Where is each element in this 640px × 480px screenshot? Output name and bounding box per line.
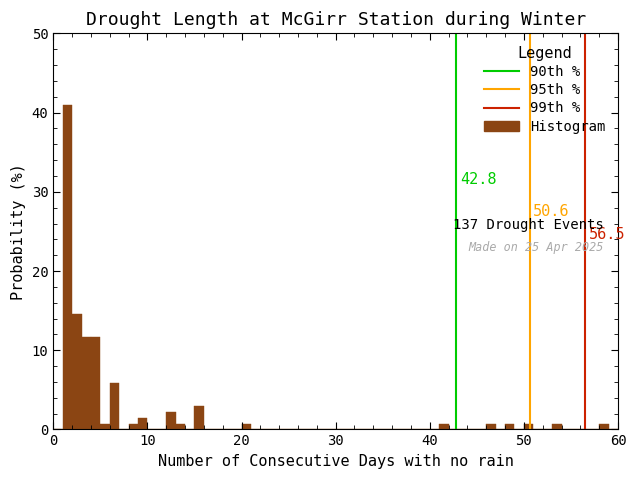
Bar	[109, 383, 119, 430]
X-axis label: Number of Consecutive Days with no rain: Number of Consecutive Days with no rain	[157, 454, 513, 469]
Bar	[138, 418, 147, 430]
Text: 137 Drought Events: 137 Drought Events	[453, 217, 604, 231]
Bar	[175, 424, 185, 430]
Bar	[241, 424, 251, 430]
Bar	[166, 412, 175, 430]
Bar	[552, 424, 561, 430]
Bar	[81, 337, 91, 430]
Title: Drought Length at McGirr Station during Winter: Drought Length at McGirr Station during …	[86, 11, 586, 29]
Text: 56.5: 56.5	[589, 228, 625, 242]
Bar	[91, 337, 100, 430]
Bar	[129, 424, 138, 430]
Bar	[439, 424, 449, 430]
Bar	[505, 424, 515, 430]
Text: 42.8: 42.8	[460, 172, 497, 187]
Text: Made on 25 Apr 2025: Made on 25 Apr 2025	[468, 241, 604, 254]
Bar	[599, 424, 609, 430]
Bar	[72, 314, 81, 430]
Bar	[100, 424, 109, 430]
Bar	[524, 424, 533, 430]
Bar	[63, 105, 72, 430]
Bar	[486, 424, 495, 430]
Text: 50.6: 50.6	[533, 204, 570, 218]
Y-axis label: Probability (%): Probability (%)	[11, 163, 26, 300]
Bar	[195, 407, 204, 430]
Legend: 90th %, 95th %, 99th %, Histogram: 90th %, 95th %, 99th %, Histogram	[479, 40, 611, 139]
